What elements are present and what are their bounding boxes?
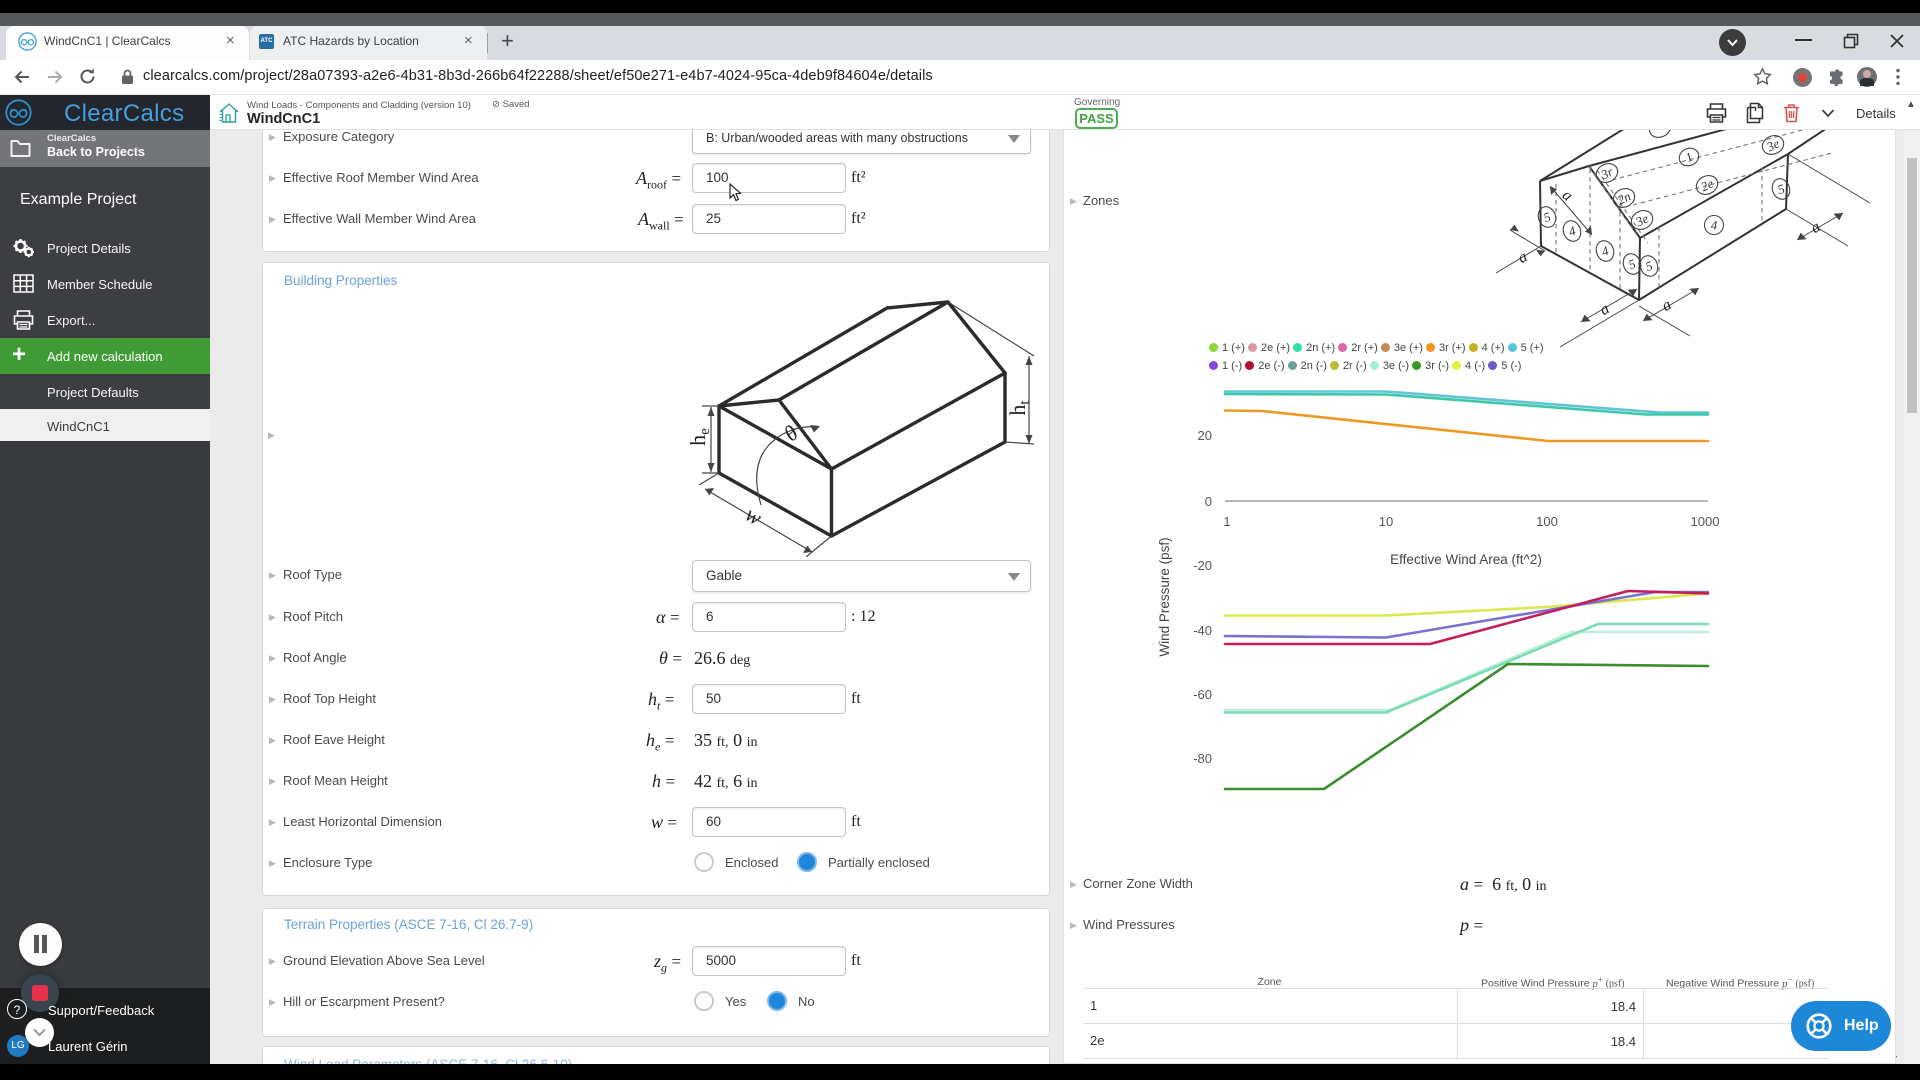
svg-text:10: 10 bbox=[1379, 514, 1393, 529]
svg-text:3e: 3e bbox=[1763, 136, 1782, 155]
svg-text:-60: -60 bbox=[1193, 687, 1212, 702]
svg-text:5: 5 bbox=[1626, 256, 1638, 272]
svg-text:20: 20 bbox=[1198, 428, 1212, 443]
svg-text:-40: -40 bbox=[1193, 623, 1212, 638]
svg-text:-20: -20 bbox=[1193, 558, 1212, 573]
svg-text:4: 4 bbox=[1599, 243, 1611, 259]
svg-text:100: 100 bbox=[1536, 514, 1558, 529]
svg-text:w: w bbox=[741, 501, 766, 530]
svg-text:he: he bbox=[690, 428, 713, 446]
svg-text:3e: 3e bbox=[1632, 211, 1651, 230]
svg-text:4: 4 bbox=[1711, 218, 1718, 233]
svg-text:5: 5 bbox=[1643, 258, 1655, 274]
svg-text:2n: 2n bbox=[1615, 188, 1633, 207]
svg-text:a: a bbox=[1808, 218, 1823, 237]
svg-text:1000: 1000 bbox=[1691, 514, 1720, 529]
svg-text:ht: ht bbox=[1005, 400, 1033, 416]
svg-text:0: 0 bbox=[1205, 494, 1212, 509]
svg-text:a: a bbox=[1559, 187, 1576, 205]
svg-text:a: a bbox=[1659, 296, 1674, 315]
svg-text:1: 1 bbox=[1683, 149, 1695, 165]
svg-text:4: 4 bbox=[1566, 223, 1578, 239]
svg-text:1: 1 bbox=[1223, 514, 1230, 529]
svg-text:a: a bbox=[1597, 300, 1612, 319]
svg-text:2e: 2e bbox=[1698, 176, 1716, 195]
svg-text:a: a bbox=[1515, 248, 1530, 267]
svg-text:Wind Pressure (psf): Wind Pressure (psf) bbox=[1157, 537, 1172, 656]
svg-text:-80: -80 bbox=[1193, 751, 1212, 766]
svg-text:Effective Wind Area (ft^2): Effective Wind Area (ft^2) bbox=[1390, 552, 1542, 567]
svg-text:5: 5 bbox=[1541, 209, 1553, 225]
svg-text:5: 5 bbox=[1775, 181, 1787, 197]
